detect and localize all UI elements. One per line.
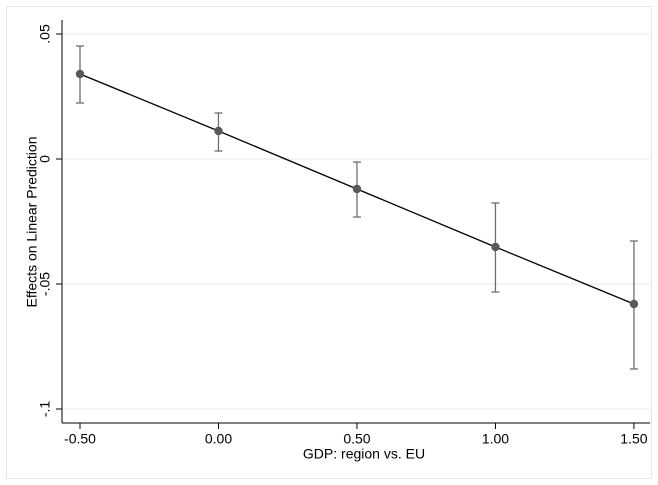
point xyxy=(75,69,85,79)
x-tick-label: 1.50 xyxy=(620,431,647,447)
y-tick-label: 0 xyxy=(37,155,53,163)
x-axis-title: GDP: region vs. EU xyxy=(303,446,425,462)
frame xyxy=(6,6,652,479)
y-tick-label: .05 xyxy=(37,24,53,44)
x-tick-label: -0.50 xyxy=(64,431,96,447)
x-tick-label: 1.00 xyxy=(482,431,509,447)
x-tick-label: 0.50 xyxy=(343,431,370,447)
y-axis-title: Effects on Linear Prediction xyxy=(24,137,40,308)
point xyxy=(214,126,223,136)
point xyxy=(629,299,639,309)
y-tick-label: -.1 xyxy=(37,401,53,418)
point xyxy=(491,242,500,252)
x-tick-label: 0.00 xyxy=(205,431,232,447)
point xyxy=(352,184,362,194)
y-tick-label: -.05 xyxy=(37,272,53,296)
